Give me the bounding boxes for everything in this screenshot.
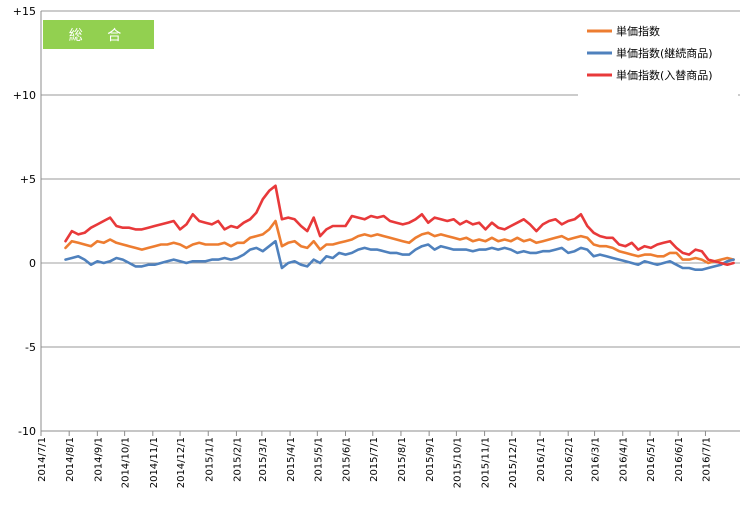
y-tick-label: -5	[25, 341, 36, 354]
x-tick-label: 2015/1/1	[204, 437, 215, 482]
x-tick-label: 2015/8/1	[397, 437, 408, 482]
badge-background	[43, 20, 154, 49]
x-tick-label: 2015/11/1	[481, 437, 492, 488]
x-tick-label: 2016/5/1	[646, 437, 657, 482]
x-tick-label: 2014/7/1	[37, 437, 48, 482]
y-axis-ticks: +15 +10 +5 0 -5 -10	[13, 5, 36, 438]
axes	[40, 11, 740, 432]
x-tick-label: 2016/3/1	[591, 437, 602, 482]
y-tick-label: +5	[20, 173, 36, 186]
series-lines	[64, 184, 735, 272]
x-tick-label: 2014/9/1	[93, 437, 104, 482]
x-tick-label: 2016/7/1	[701, 437, 712, 482]
x-tick-label: 2014/11/1	[149, 437, 160, 488]
x-tick-label: 2015/5/1	[313, 437, 324, 482]
y-tick-label: -10	[18, 425, 36, 438]
x-tick-label: 2014/10/1	[121, 437, 132, 488]
x-axis-ticks: 2014/7/1 2014/8/1 2014/9/1 2014/10/1 2014/11…	[37, 431, 712, 488]
badge-label: 総 合	[69, 28, 131, 44]
legend-label: 単価指数(入替商品)	[616, 68, 713, 82]
y-tick-label: +15	[13, 5, 36, 18]
x-tick-label: 2016/6/1	[674, 437, 685, 482]
y-tick-label: 0	[29, 257, 36, 270]
y-tick-label: +10	[13, 89, 36, 102]
x-tick-label: 2015/6/1	[342, 437, 353, 482]
badge: 総 合	[43, 20, 154, 49]
x-tick-label: 2015/3/1	[258, 437, 269, 482]
series-line-1	[64, 219, 735, 265]
x-tick-label: 2016/1/1	[536, 437, 547, 482]
legend-label: 単価指数	[616, 24, 660, 38]
legend-background	[578, 16, 738, 96]
x-tick-label: 2014/12/1	[176, 437, 187, 488]
x-tick-label: 2015/2/1	[232, 437, 243, 482]
x-tick-label: 2015/9/1	[425, 437, 436, 482]
x-tick-label: 2015/12/1	[508, 437, 519, 488]
series-line-2	[64, 239, 735, 272]
x-tick-label: 2015/4/1	[286, 437, 297, 482]
x-tick-label: 2015/7/1	[369, 437, 380, 482]
series-line-3	[64, 184, 735, 267]
x-tick-label: 2016/2/1	[564, 437, 575, 482]
x-tick-label: 2016/4/1	[619, 437, 630, 482]
x-tick-label: 2014/8/1	[65, 437, 76, 482]
legend-label: 単価指数(継続商品)	[616, 46, 713, 60]
x-tick-label: 2015/10/1	[452, 437, 463, 488]
